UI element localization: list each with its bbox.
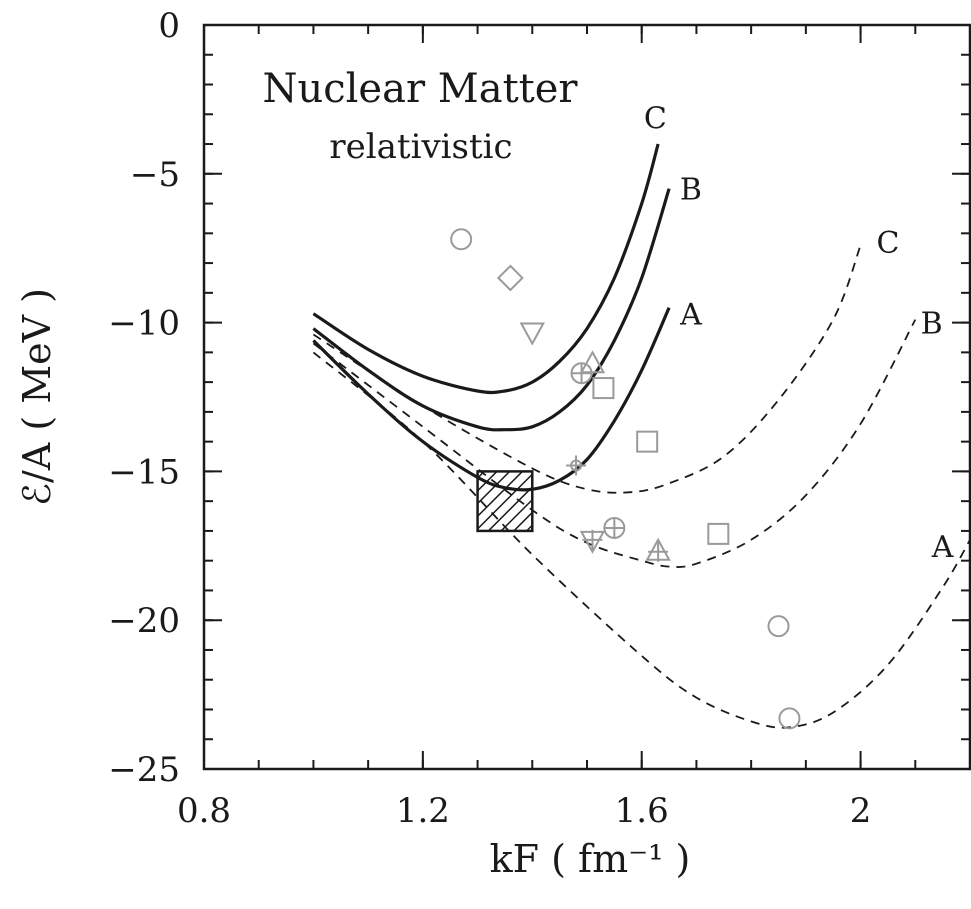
x-axis-title: kF ( fm⁻¹ ) bbox=[490, 837, 691, 881]
data-marker-triangle-up-cross bbox=[645, 537, 671, 562]
plot-frame bbox=[202, 23, 971, 771]
data-marker-square bbox=[636, 430, 659, 453]
curve-dashed-c bbox=[312, 244, 862, 494]
curve-label-dashed-c: C bbox=[876, 226, 899, 261]
data-marker-diamond bbox=[496, 264, 524, 292]
data-marker-circle bbox=[450, 228, 473, 251]
curve-label-dashed-a: A bbox=[931, 530, 954, 565]
chart-title: Nuclear Matter bbox=[262, 66, 578, 112]
y-tick-label: −5 bbox=[130, 155, 180, 195]
curve-label-solid-b: B bbox=[680, 173, 702, 208]
x-tick-label: 1.2 bbox=[396, 791, 450, 831]
data-marker-circle-cross bbox=[570, 362, 593, 385]
y-tick-label: −10 bbox=[108, 304, 180, 344]
y-axis-title: ℰ/A ( MeV ) bbox=[15, 288, 59, 506]
curve-solid-c bbox=[312, 143, 660, 395]
data-marker-triangle-down bbox=[519, 322, 545, 346]
data-marker-circle-cross bbox=[603, 516, 626, 539]
x-tick-label: 0.8 bbox=[177, 791, 231, 831]
curve-label-dashed-b: B bbox=[921, 307, 943, 342]
curve-dashed-b bbox=[312, 319, 917, 568]
data-marker-circle bbox=[767, 615, 790, 638]
data-marker-triangle-down-cross bbox=[579, 529, 606, 554]
curve-label-solid-c: C bbox=[644, 101, 667, 136]
y-tick-label: 0 bbox=[158, 6, 180, 46]
y-tick-label: −20 bbox=[108, 601, 180, 641]
curve-solid-b bbox=[312, 188, 671, 432]
data-marker-plus bbox=[566, 455, 587, 476]
curve-dashed-a bbox=[312, 351, 970, 729]
y-tick-label: −15 bbox=[108, 452, 180, 492]
data-marker-square bbox=[707, 522, 730, 545]
curve-label-solid-a: A bbox=[679, 298, 702, 333]
x-tick-label: 1.6 bbox=[615, 791, 669, 831]
x-tick-label: 2 bbox=[850, 791, 872, 831]
curve-solid-a bbox=[312, 307, 671, 492]
y-tick-label: −25 bbox=[108, 750, 180, 790]
chart-subtitle: relativistic bbox=[329, 127, 512, 167]
data-marker-triangle-up bbox=[579, 350, 606, 374]
data-marker-circle bbox=[778, 707, 801, 730]
data-marker-square bbox=[592, 377, 615, 400]
